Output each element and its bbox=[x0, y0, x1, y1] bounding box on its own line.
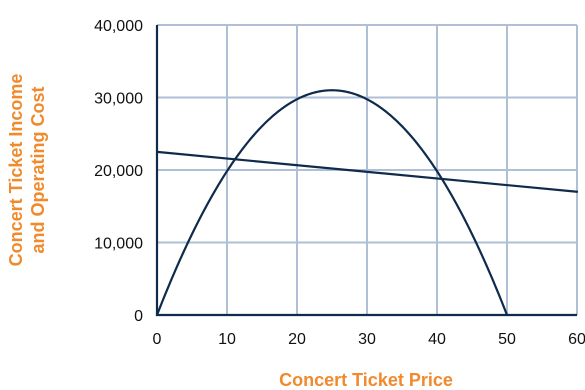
series-group bbox=[155, 89, 579, 317]
x-tick-label-6: 60 bbox=[568, 331, 585, 348]
x-tick-label-4: 40 bbox=[428, 331, 446, 348]
y-axis-title-line-2: and Operating Cost bbox=[28, 86, 48, 253]
y-tick-labels: 0 10,000 20,000 30,000 40,000 bbox=[94, 18, 143, 325]
y-tick-label-2: 20,000 bbox=[94, 163, 143, 180]
x-tick-label-2: 20 bbox=[288, 331, 306, 348]
y-axis-title: Concert Ticket Income and Operating Cost bbox=[6, 74, 48, 267]
y-tick-label-3: 30,000 bbox=[94, 91, 143, 108]
income-curve bbox=[155, 89, 509, 317]
y-axis-title-line-1: Concert Ticket Income bbox=[6, 74, 26, 267]
x-tick-label-0: 0 bbox=[153, 331, 162, 348]
y-tick-label-0: 0 bbox=[134, 308, 143, 325]
grid-lines bbox=[157, 24, 578, 315]
axes-frame bbox=[155, 25, 577, 317]
x-tick-label-1: 10 bbox=[218, 331, 236, 348]
x-tick-label-5: 50 bbox=[498, 331, 516, 348]
y-tick-label-4: 40,000 bbox=[94, 18, 143, 35]
y-tick-label-1: 10,000 bbox=[94, 236, 143, 253]
x-tick-label-3: 30 bbox=[358, 331, 376, 348]
cost-line bbox=[155, 150, 579, 193]
x-axis-title: Concert Ticket Price bbox=[279, 370, 453, 390]
x-tick-labels: 0 10 20 30 40 50 60 bbox=[153, 331, 585, 348]
